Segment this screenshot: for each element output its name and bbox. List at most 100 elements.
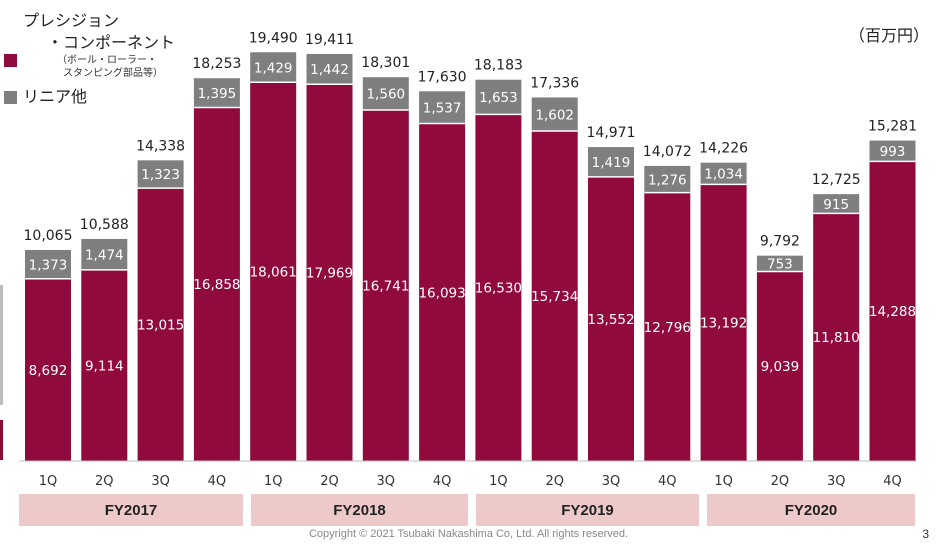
copyright-text: Copyright © 2021 Tsubaki Nakashima Co, L… xyxy=(308,528,629,540)
data-label-precision: 15,734 xyxy=(531,289,578,305)
legend-swatch-linear xyxy=(4,90,17,104)
left-edge-gray-bar xyxy=(0,285,3,405)
bar-precision xyxy=(419,123,466,462)
data-label-linear: 1,429 xyxy=(254,60,293,76)
bar-linear xyxy=(419,91,466,124)
x-tick-label: 1Q xyxy=(264,474,283,489)
bar-linear xyxy=(588,147,634,177)
bar-precision xyxy=(362,109,409,462)
bar-linear xyxy=(756,255,803,272)
data-label-total: 10,588 xyxy=(80,217,129,233)
bar-precision xyxy=(306,84,353,462)
data-label-total: 15,281 xyxy=(868,119,917,135)
data-label-precision: 16,858 xyxy=(193,277,240,293)
data-label-total: 14,338 xyxy=(136,138,185,154)
data-label-precision: 13,192 xyxy=(700,316,747,332)
bar-precision xyxy=(756,271,803,461)
left-edge-crimson-bar xyxy=(0,420,3,460)
x-tick-label: 2Q xyxy=(95,474,114,489)
bar-linear xyxy=(137,160,184,189)
data-label-total: 18,183 xyxy=(474,58,523,74)
bar-precision xyxy=(644,192,691,461)
data-label-linear: 1,537 xyxy=(423,100,462,116)
data-label-linear: 1,653 xyxy=(479,90,518,106)
data-label-precision: 16,093 xyxy=(418,285,465,301)
bar-precision xyxy=(193,107,240,462)
bar-precision xyxy=(700,184,747,461)
legend-label-precision-line2: ・コンポーネント xyxy=(47,33,176,52)
data-label-total: 14,226 xyxy=(699,141,748,157)
bar-linear xyxy=(193,78,240,108)
x-tick-label: 2Q xyxy=(320,474,339,489)
data-label-precision: 9,114 xyxy=(85,358,124,374)
bar-precision xyxy=(475,114,522,461)
legend-sublabel-precision-1: （ボール・ローラー・ xyxy=(57,55,157,66)
data-label-total: 19,411 xyxy=(305,32,354,48)
bar-linear xyxy=(700,162,747,185)
data-label-total: 9,792 xyxy=(760,234,800,250)
fy-band-2019: FY2019 xyxy=(476,494,699,526)
bar-precision xyxy=(531,131,578,461)
data-label-linear: 1,395 xyxy=(198,86,237,102)
data-label-linear: 1,442 xyxy=(310,62,349,78)
data-label-linear: 1,373 xyxy=(29,257,68,273)
fy-band-2020: FY2020 xyxy=(707,494,915,526)
bar-precision xyxy=(250,82,297,461)
bar-linear xyxy=(362,77,409,110)
data-label-linear: 993 xyxy=(880,144,906,160)
data-label-precision: 17,969 xyxy=(306,266,353,282)
x-tick-label: 1Q xyxy=(39,474,58,489)
data-label-linear: 1,323 xyxy=(141,167,180,183)
fy-band-2018: FY2018 xyxy=(251,494,468,526)
data-label-linear: 1,602 xyxy=(535,107,574,123)
bar-linear xyxy=(250,52,297,83)
x-tick-label: 3Q xyxy=(151,474,170,489)
bar-precision xyxy=(25,278,71,461)
data-label-total: 17,336 xyxy=(530,75,579,91)
data-label-total: 19,490 xyxy=(249,30,298,46)
unit-label: （百万円） xyxy=(848,26,929,45)
data-label-linear: 1,560 xyxy=(366,87,405,103)
data-label-precision: 13,552 xyxy=(587,312,634,328)
data-label-linear: 753 xyxy=(767,257,793,273)
data-label-total: 18,301 xyxy=(361,55,410,71)
legend-sublabel-precision-2: スタンピング部品等） xyxy=(63,68,163,79)
x-tick-label: 4Q xyxy=(883,474,902,489)
x-tick-label: 3Q xyxy=(377,474,396,489)
bar-linear xyxy=(81,238,128,270)
bar-precision xyxy=(588,176,634,461)
data-label-precision: 9,039 xyxy=(761,359,800,375)
legend-label-linear: リニア他 xyxy=(23,87,88,106)
bar-linear xyxy=(644,165,691,193)
page-number: 3 xyxy=(922,527,929,541)
bar-linear xyxy=(306,53,353,85)
legend: プレシジョン ・コンポーネント （ボール・ローラー・ スタンピング部品等） リニ… xyxy=(4,10,175,108)
bar-linear xyxy=(813,194,860,214)
legend-item-linear: リニア他 xyxy=(4,86,175,108)
legend-swatch-precision xyxy=(4,53,17,67)
data-label-linear: 1,419 xyxy=(592,155,631,171)
legend-item-precision: プレシジョン ・コンポーネント （ボール・ローラー・ スタンピング部品等） xyxy=(4,10,175,80)
fy-band-2017: FY2017 xyxy=(19,494,243,526)
x-tick-label: 1Q xyxy=(714,474,733,489)
bar-precision xyxy=(81,269,128,461)
x-tick-label: 1Q xyxy=(489,474,508,489)
bar-linear xyxy=(531,97,578,132)
bar-precision xyxy=(869,161,916,461)
bar-linear xyxy=(25,249,71,279)
data-label-total: 17,630 xyxy=(418,69,467,85)
data-label-precision: 11,810 xyxy=(813,330,860,346)
x-tick-label: 4Q xyxy=(433,474,452,489)
x-tick-label: 3Q xyxy=(602,474,621,489)
legend-label-precision-line1: プレシジョン xyxy=(23,11,120,30)
data-label-precision: 13,015 xyxy=(137,318,184,334)
bar-linear xyxy=(869,140,916,162)
bar-precision xyxy=(813,213,860,461)
data-label-linear: 1,474 xyxy=(85,247,124,263)
data-label-precision: 14,288 xyxy=(869,304,916,320)
data-label-precision: 8,692 xyxy=(29,363,68,379)
x-tick-label: 3Q xyxy=(827,474,846,489)
bar-linear xyxy=(475,79,522,115)
data-label-linear: 1,034 xyxy=(704,167,743,183)
